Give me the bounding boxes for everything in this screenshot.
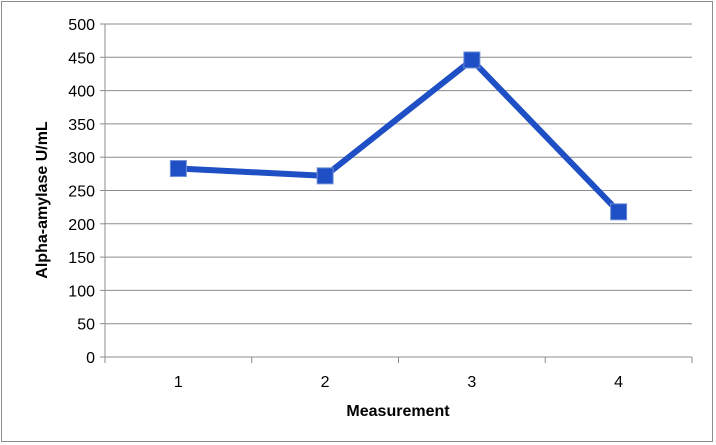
y-axis-title: Alpha-amylase U/mL [34, 121, 51, 279]
x-tick-labels: 1 2 3 4 [174, 374, 623, 391]
series-line [178, 56, 621, 214]
y-tick-label: 150 [68, 250, 95, 267]
x-axis-title: Measurement [346, 403, 450, 420]
y-tick-label: 100 [68, 283, 95, 300]
y-tick-label: 50 [77, 317, 95, 334]
data-point-marker [463, 51, 481, 69]
x-tick-label: 4 [614, 374, 623, 391]
y-tick-label: 0 [86, 350, 95, 367]
x-tick-label: 2 [321, 374, 330, 391]
x-tick-label: 1 [174, 374, 183, 391]
y-tick-label: 200 [68, 217, 95, 234]
y-tick-labels: 0 50 100 150 200 250 300 350 400 450 500 [68, 17, 95, 367]
data-point-marker [316, 167, 334, 185]
y-tick-label: 300 [68, 150, 95, 167]
axes [100, 23, 693, 363]
series-group [169, 51, 628, 221]
y-tick-label: 250 [68, 184, 95, 201]
x-tick-label: 3 [467, 374, 476, 391]
y-tick-label: 450 [68, 50, 95, 67]
gridlines [105, 23, 692, 325]
y-tick-label: 400 [68, 84, 95, 101]
data-point-marker [610, 203, 628, 221]
y-tick-label: 500 [68, 17, 95, 34]
y-tick-label: 350 [68, 117, 95, 134]
data-point-marker [169, 160, 187, 178]
